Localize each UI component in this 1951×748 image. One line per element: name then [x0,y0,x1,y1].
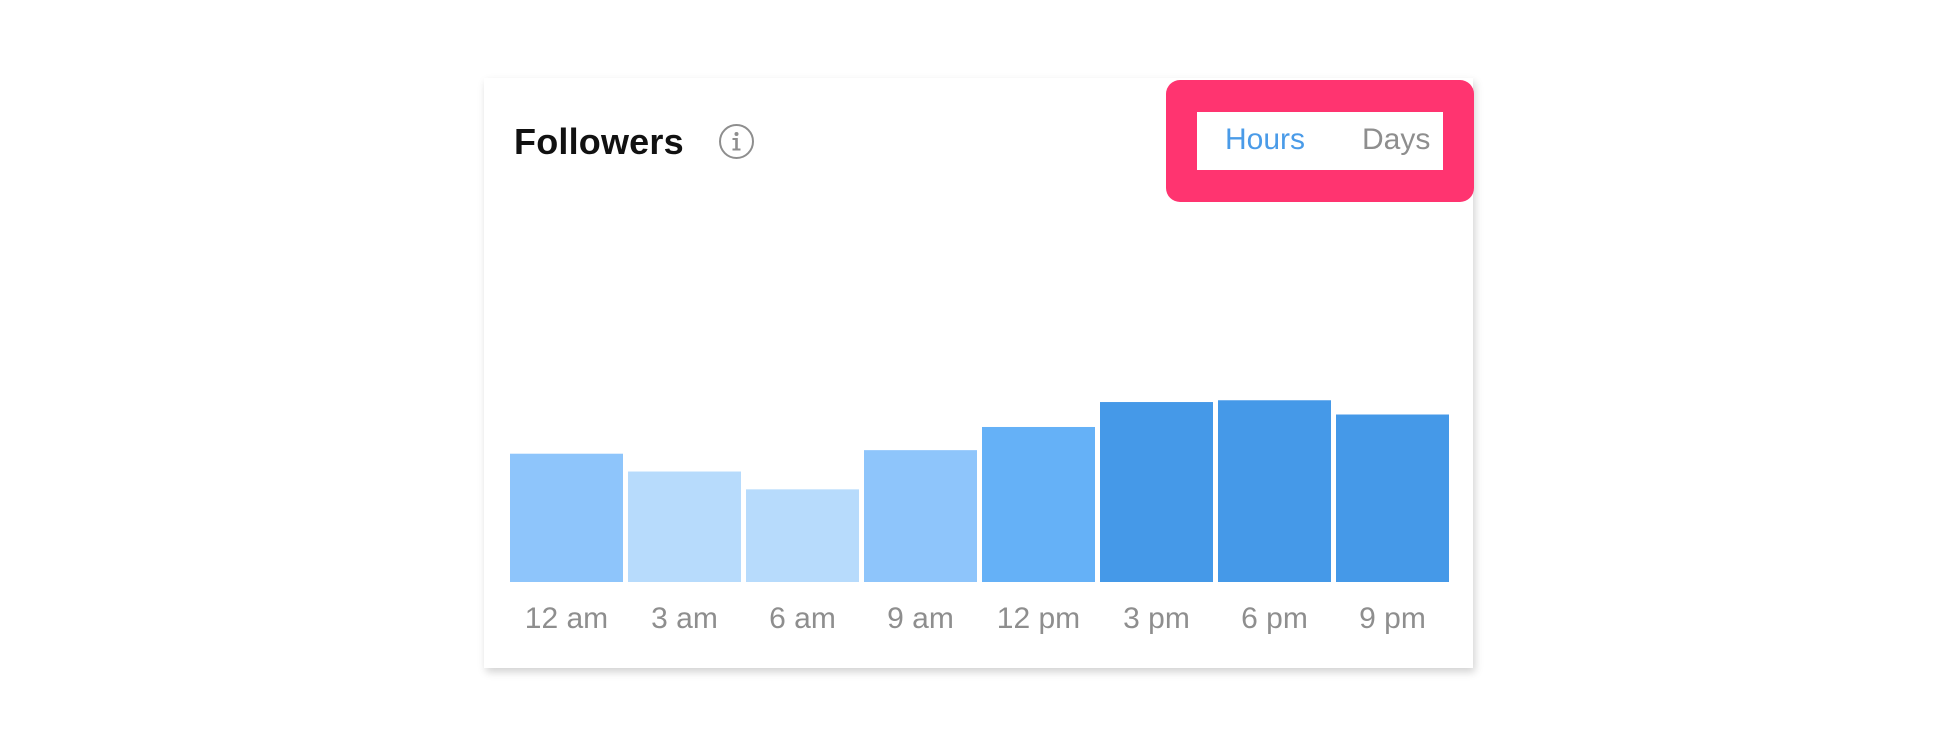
x-tick-label: 6 pm [1241,602,1308,635]
bar-6-pm[interactable] [1218,400,1331,582]
bar-3-am[interactable] [628,471,741,582]
x-tick-label: 12 am [525,602,608,635]
x-tick-label: 9 pm [1359,602,1426,635]
x-tick-label: 3 pm [1123,602,1190,635]
x-tick-label: 9 am [887,602,954,635]
bar-12-pm[interactable] [982,426,1095,582]
x-tick-label: 12 pm [997,602,1080,635]
info-icon[interactable] [718,123,755,160]
time-range-toggle [1197,112,1443,170]
x-tick-label: 6 am [769,602,836,635]
bar-9-am[interactable] [864,450,977,582]
bar-9-pm[interactable] [1336,414,1449,582]
x-tick-label: 3 am [651,602,718,635]
bar-12-am[interactable] [510,453,623,582]
hours-toggle[interactable]: Hours [1225,120,1305,160]
bar-3-pm[interactable] [1100,402,1213,582]
card-title: Followers [514,121,684,162]
bar-6-am[interactable] [746,489,859,582]
days-toggle[interactable]: Days [1362,120,1430,160]
